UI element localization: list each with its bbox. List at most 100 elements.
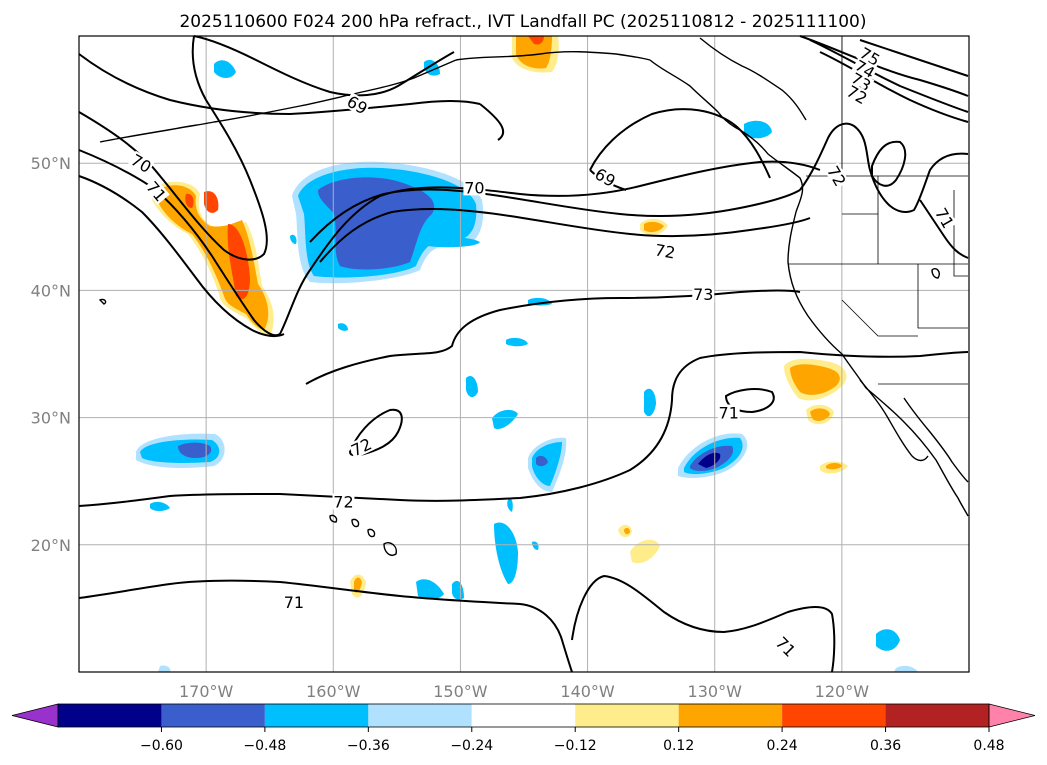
contour-label-background	[856, 43, 884, 69]
lat-tick-label: 30°N	[31, 409, 71, 428]
negative-anomaly-region	[466, 375, 478, 398]
negative-anomaly-region	[494, 522, 518, 584]
contour-label: 72	[333, 493, 353, 512]
colorbar-segments	[11, 703, 1036, 728]
contour-line	[859, 39, 969, 77]
lon-tick-label: 130°W	[688, 682, 743, 701]
contour-label-background	[652, 241, 678, 261]
contour-label-background	[843, 82, 871, 107]
negative-anomaly-region	[158, 665, 171, 672]
longitude-tick-labels: 170°W 160°W 150°W 140°W 130°W 120°W	[179, 682, 869, 701]
colorbar-tick-label: −0.24	[450, 738, 493, 754]
colorbar-tick-label: 0.36	[870, 738, 901, 754]
colorbar: −0.60 −0.48 −0.36 −0.24 −0.12 0.12 0.24 0.36 0.4…	[11, 703, 1036, 754]
contour-label: 70	[464, 178, 484, 197]
contour-label-background	[343, 92, 371, 118]
coastline	[98, 298, 107, 305]
contour-label-background	[591, 164, 619, 190]
contour-label-background	[851, 56, 879, 82]
contour-label: 71	[719, 404, 739, 423]
negative-anomaly-region	[150, 501, 170, 511]
negative-anomaly-region	[492, 409, 518, 430]
colorbar-segment	[161, 704, 265, 727]
contour-line	[78, 175, 285, 338]
negative-anomaly-region	[338, 323, 348, 331]
coastline	[859, 379, 929, 462]
contour-label: 71	[284, 593, 304, 612]
negative-anomaly-region	[506, 337, 528, 347]
refractivity-contours	[78, 35, 969, 673]
lat-tick-label: 20°N	[31, 536, 71, 555]
colorbar-extend-low	[11, 703, 59, 728]
colorbar-tick-label: 0.48	[973, 738, 1004, 754]
lon-tick-label: 140°W	[560, 682, 615, 701]
lat-tick-label: 50°N	[31, 154, 71, 173]
latitude-tick-labels: 20°N 30°N 40°N 50°N	[31, 154, 71, 555]
positive-anomaly-region	[790, 364, 840, 395]
contour-line	[78, 53, 481, 116]
contour-line	[571, 574, 836, 673]
colorbar-frame	[57, 703, 990, 728]
contour-label: 73	[693, 285, 713, 304]
border-line	[917, 264, 968, 329]
negative-anomaly-region	[532, 442, 562, 486]
negative-anomaly-region	[178, 442, 212, 458]
negative-anomaly-region	[894, 665, 918, 672]
coastline	[455, 50, 651, 61]
negative-anomaly-region	[452, 580, 464, 600]
coastline	[931, 268, 941, 279]
figure-title: 2025110600 F024 200 hPa refract., IVT La…	[179, 12, 866, 32]
negative-anomaly-region	[876, 629, 900, 651]
contour-label-background	[143, 177, 170, 205]
contour-line	[799, 35, 969, 97]
lon-tick-label: 150°W	[433, 682, 488, 701]
negative-anomaly-region	[532, 541, 539, 550]
positive-anomaly-region	[528, 36, 544, 45]
positive-anomaly-region	[516, 36, 552, 69]
negative-anomaly-region	[290, 234, 297, 244]
positive-anomaly-region	[630, 539, 660, 564]
negative-anomaly-region	[644, 388, 656, 417]
coastline	[367, 528, 376, 538]
colorbar-segment	[575, 704, 679, 727]
contour-line	[193, 35, 455, 97]
negative-anomaly-region	[428, 237, 480, 248]
contour-line	[78, 350, 969, 507]
negative-anomaly-region	[507, 498, 513, 512]
colorbar-tick-label: −0.48	[243, 738, 286, 754]
contour-label-background	[717, 404, 740, 421]
lon-tick-label: 170°W	[179, 682, 234, 701]
lat-tick-label: 40°N	[31, 281, 71, 300]
colorbar-segment	[368, 704, 472, 727]
lon-tick-label: 160°W	[306, 682, 361, 701]
coastline	[99, 121, 215, 143]
positive-anomaly-region	[354, 577, 362, 593]
contour-line	[589, 108, 771, 179]
colorbar-tick-label: −0.36	[347, 738, 390, 754]
lon-tick-label: 120°W	[815, 682, 870, 701]
contour-label-background	[463, 179, 486, 196]
positive-anomaly-region	[826, 463, 842, 470]
contour-label-background	[932, 204, 958, 232]
positive-anomaly-region	[227, 224, 250, 300]
contour-label-background	[772, 633, 800, 660]
contour-label-background	[847, 69, 875, 95]
contour-label: 72	[653, 240, 676, 262]
contour-line	[479, 103, 505, 141]
negative-anomaly-region	[744, 120, 772, 139]
positive-anomaly-region	[624, 527, 630, 535]
negative-anomaly-region	[536, 455, 548, 467]
contour-label-background	[824, 162, 850, 190]
coastline	[351, 518, 360, 528]
contour-line	[78, 579, 573, 673]
contour-label-background	[332, 493, 355, 510]
colorbar-tick-label: −0.12	[554, 738, 597, 754]
coastline	[329, 514, 338, 523]
negative-anomaly-region	[318, 177, 435, 270]
colorbar-extend-high	[988, 703, 1036, 728]
positive-anomaly-region	[204, 191, 219, 213]
colorbar-tick-label: 0.12	[663, 738, 694, 754]
contour-line	[799, 122, 969, 213]
contour-line	[78, 149, 821, 337]
